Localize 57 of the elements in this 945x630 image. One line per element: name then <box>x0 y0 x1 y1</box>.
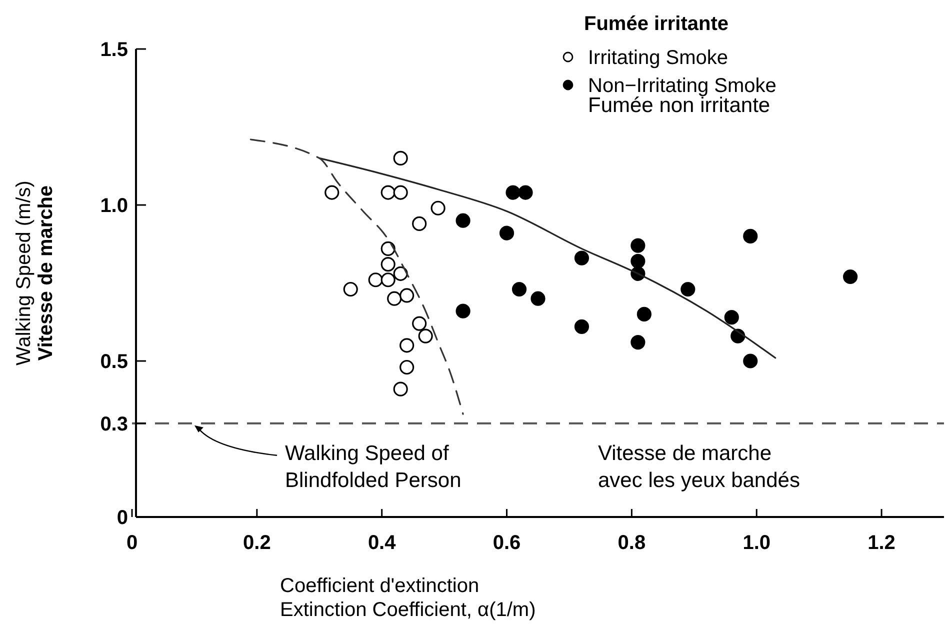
point <box>393 185 408 200</box>
legend-title: Fumée irritante <box>584 13 728 35</box>
y-tick-label: 0.5 <box>100 351 128 373</box>
point <box>418 328 433 344</box>
point <box>387 291 402 306</box>
y-tick-label: 0 <box>116 507 128 529</box>
y-tick-label: 1.0 <box>100 195 128 217</box>
point <box>380 256 396 272</box>
point <box>724 310 739 325</box>
point <box>412 216 427 232</box>
point <box>412 316 427 331</box>
point <box>843 269 858 284</box>
point <box>380 272 396 288</box>
line-series <box>250 138 464 415</box>
point <box>400 288 414 303</box>
point <box>512 282 527 297</box>
x-tick-label: 0.8 <box>618 532 646 554</box>
y-tick-label: 1.5 <box>100 39 128 61</box>
point <box>400 360 414 375</box>
y-tick-label: 0.3 <box>100 413 128 436</box>
point <box>368 272 383 288</box>
point <box>574 250 590 266</box>
annotation: Vitesse de marche avec les yeux bandés <box>598 442 800 492</box>
line-series <box>318 157 776 359</box>
point <box>530 291 546 306</box>
point <box>743 354 758 368</box>
point <box>380 185 396 200</box>
point <box>499 226 514 240</box>
point <box>400 338 414 353</box>
x-tick-label: 0.2 <box>243 532 271 554</box>
point <box>456 213 470 228</box>
legend-label: Irritating Smoke <box>588 47 728 69</box>
point <box>456 304 470 318</box>
legend-label: Non−Irritating Smoke <box>588 75 776 97</box>
point <box>506 185 520 200</box>
point <box>393 150 408 166</box>
point <box>743 228 758 244</box>
point <box>636 306 652 322</box>
point <box>430 200 446 216</box>
point <box>630 334 646 350</box>
annotation: Walking Speed of Blindfolded Person <box>285 442 462 492</box>
point <box>630 238 646 253</box>
x-tick-label: 0.4 <box>368 532 397 554</box>
point <box>574 319 590 334</box>
point <box>324 185 340 200</box>
point <box>380 241 396 256</box>
point <box>343 282 358 297</box>
point <box>680 282 696 297</box>
point <box>393 266 408 281</box>
point <box>518 185 533 200</box>
point <box>393 382 408 396</box>
x-tick-label: 1.2 <box>868 532 896 554</box>
x-tick-label: 0.6 <box>492 532 521 554</box>
y-axis-title: Walking Speed (m/s) Vitesse de marche <box>13 180 57 366</box>
x-axis-title: Coefficient d'extinction Extinction Coefficient, α(1/m) <box>280 575 536 621</box>
point <box>630 254 646 268</box>
x-tick-label: 1.0 <box>742 532 771 554</box>
